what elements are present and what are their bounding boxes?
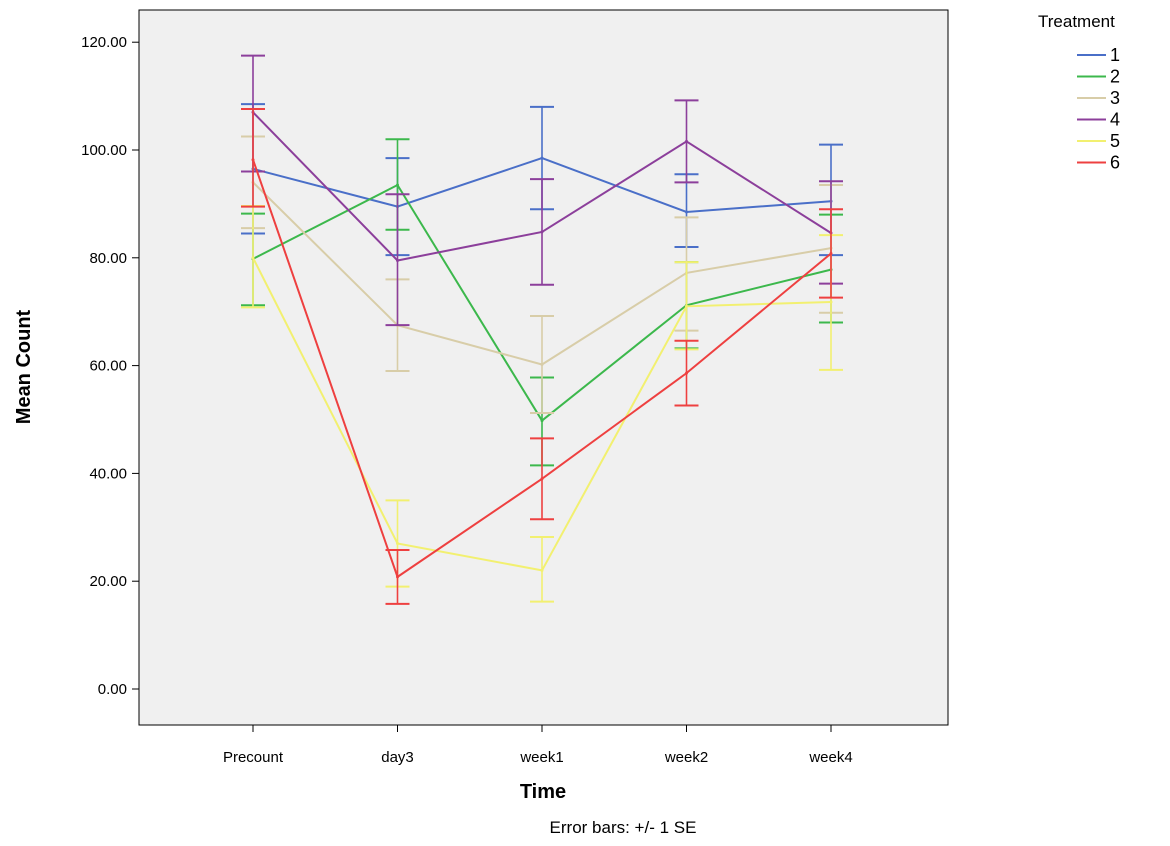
data-point: [540, 419, 544, 423]
legend-label-5: 5: [1110, 131, 1120, 151]
y-tick-label: 80.00: [89, 250, 127, 267]
y-tick-label: 60.00: [89, 358, 127, 375]
legend-label-2: 2: [1110, 67, 1120, 87]
x-axis: Precount day3 week1 week2 week4: [223, 725, 853, 766]
data-point: [540, 568, 544, 572]
x-tick-label: day3: [381, 749, 414, 766]
series-layer: [241, 54, 843, 605]
x-axis-title: Time: [520, 781, 566, 803]
legend-title: Treatment: [1038, 12, 1115, 31]
legend-label-4: 4: [1110, 110, 1120, 130]
x-tick-label: week4: [808, 749, 852, 766]
y-tick-label: 0.00: [98, 681, 127, 698]
legend-label-6: 6: [1110, 153, 1120, 173]
x-tick-label: week1: [519, 749, 563, 766]
legend-label-1: 1: [1110, 45, 1120, 65]
data-point: [396, 541, 399, 545]
data-point: [540, 156, 544, 160]
data-point: [829, 300, 833, 304]
y-tick-label: 20.00: [89, 573, 127, 590]
data-point: [685, 304, 688, 308]
series-5: [241, 205, 843, 603]
y-axis: 0.00 20.00 40.00 60.00 80.00 100.00 120.00: [81, 34, 139, 698]
data-point: [396, 258, 399, 262]
series-6: [241, 108, 843, 605]
y-tick-label: 40.00: [89, 465, 127, 482]
y-axis-title: Mean Count: [13, 309, 35, 424]
data-point: [540, 230, 544, 234]
data-point: [251, 158, 255, 162]
data-point: [251, 256, 255, 260]
x-tick-label: Precount: [223, 749, 284, 766]
data-point: [685, 210, 688, 214]
data-point: [540, 363, 544, 367]
data-point: [396, 183, 399, 187]
plot-area-background: [138, 9, 949, 726]
x-tick-label: week2: [664, 749, 708, 766]
y-tick-label: 120.00: [81, 34, 127, 51]
data-point: [540, 477, 544, 481]
error-bars-note: Error bars: +/- 1 SE: [550, 818, 697, 837]
data-point: [829, 251, 833, 255]
y-tick-label: 100.00: [81, 142, 127, 159]
data-point: [396, 575, 399, 579]
data-point: [685, 371, 688, 375]
data-point: [685, 139, 688, 143]
legend-label-3: 3: [1110, 88, 1120, 108]
